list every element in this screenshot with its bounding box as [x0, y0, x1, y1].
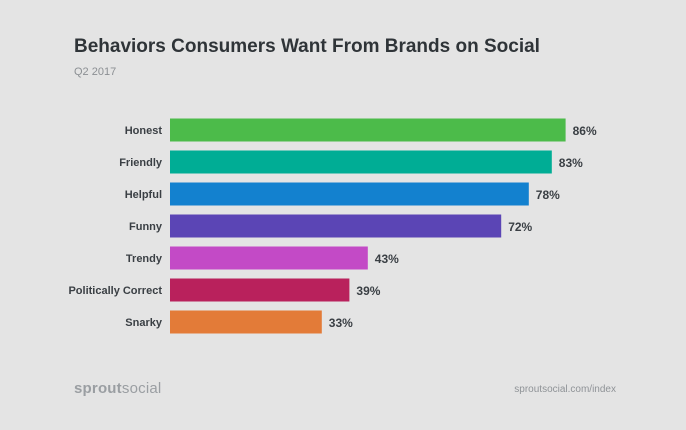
chart-title: Behaviors Consumers Want From Brands on …: [74, 36, 540, 57]
bars-group: Honest 86% Friendly 83% Helpful 78% Funny 72% Tr…: [68, 118, 597, 334]
source-url: sproutsocial.com/index: [514, 384, 616, 395]
bar-honest: [170, 118, 566, 142]
bar-politically-correct: [170, 278, 350, 302]
bar-friendly: [170, 150, 552, 174]
chart-subtitle: Q2 2017: [74, 66, 117, 78]
bar-snarky: [170, 310, 322, 334]
value-label-helpful: 78%: [536, 188, 560, 202]
brand-logo-bold: sprout: [74, 380, 122, 397]
category-label-friendly: Friendly: [119, 157, 163, 169]
value-label-trendy: 43%: [375, 252, 399, 266]
bar-funny: [170, 214, 502, 238]
category-label-helpful: Helpful: [125, 189, 162, 201]
category-label-trendy: Trendy: [126, 253, 163, 265]
brand-logo: sproutsocial: [74, 380, 161, 397]
value-label-friendly: 83%: [559, 156, 583, 170]
bar-helpful: [170, 182, 529, 206]
bar-trendy: [170, 246, 368, 270]
category-label-politically-correct: Politically Correct: [68, 285, 162, 297]
value-label-politically-correct: 39%: [356, 284, 380, 298]
value-label-funny: 72%: [508, 220, 532, 234]
brand-logo-light: social: [121, 380, 162, 397]
category-label-funny: Funny: [129, 221, 163, 233]
category-label-snarky: Snarky: [125, 317, 163, 329]
value-label-honest: 86%: [573, 124, 597, 138]
category-label-honest: Honest: [125, 125, 163, 137]
value-label-snarky: 33%: [329, 316, 353, 330]
